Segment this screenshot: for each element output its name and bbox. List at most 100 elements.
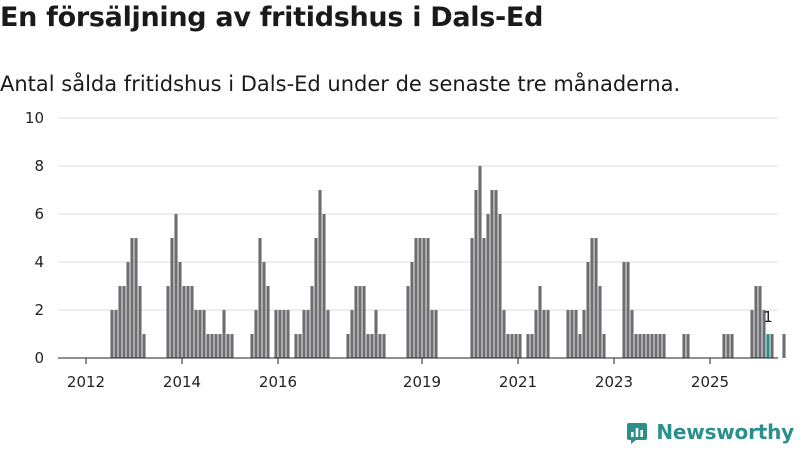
bar: [542, 310, 546, 358]
bar: [586, 262, 590, 358]
bar: [506, 334, 510, 358]
bar: [278, 310, 282, 358]
bar: [630, 310, 634, 358]
y-tick-label: 0: [34, 349, 44, 367]
bar: [122, 286, 126, 358]
bar: [374, 310, 378, 358]
bar: [662, 334, 666, 358]
bar: [138, 286, 142, 358]
bar: [502, 310, 506, 358]
brand: Newsworthy: [625, 420, 794, 444]
x-tick-label: 2021: [499, 373, 537, 391]
newsworthy-chart-icon: [627, 423, 648, 444]
bar: [130, 238, 134, 358]
bar: [510, 334, 514, 358]
bar: [214, 334, 218, 358]
bar: [170, 238, 174, 358]
bar: [638, 334, 642, 358]
bar: [526, 334, 530, 358]
bar: [314, 238, 318, 358]
bar: [358, 286, 362, 358]
bar: [478, 166, 482, 358]
bar: [194, 310, 198, 358]
bar: [598, 286, 602, 358]
bar: [686, 334, 690, 358]
bar: [498, 214, 502, 358]
bar: [254, 310, 258, 358]
bar: [594, 238, 598, 358]
bar: [582, 310, 586, 358]
bar: [750, 310, 754, 358]
bar: [754, 286, 758, 358]
bar: [414, 238, 418, 358]
bar: [682, 334, 686, 358]
bar: [626, 262, 630, 358]
bar: [258, 238, 262, 358]
bar: [134, 238, 138, 358]
bar: [142, 334, 146, 358]
bar: [262, 262, 266, 358]
bar: [514, 334, 518, 358]
y-tick-label: 2: [34, 301, 44, 319]
bar: [274, 310, 278, 358]
y-tick-label: 6: [34, 205, 44, 223]
bar: [642, 334, 646, 358]
bar: [118, 286, 122, 358]
bar: [518, 334, 522, 358]
bar: [722, 334, 726, 358]
bar: [418, 238, 422, 358]
bar: [566, 310, 570, 358]
bar: [726, 334, 730, 358]
x-tick-label: 2023: [595, 373, 633, 391]
bar: [654, 334, 658, 358]
bar: [430, 310, 434, 358]
bar: [434, 310, 438, 358]
bar: [110, 310, 114, 358]
bar: [770, 334, 774, 358]
bar: [530, 334, 534, 358]
bar: [378, 334, 382, 358]
bar: [650, 334, 654, 358]
bar: [298, 334, 302, 358]
bar: [590, 238, 594, 358]
bar: [658, 334, 662, 358]
x-tick-label: 2019: [403, 373, 441, 391]
bar: [326, 310, 330, 358]
bar: [426, 238, 430, 358]
bar: [346, 334, 350, 358]
highlighted-bar: [766, 334, 770, 358]
x-tick-label: 2014: [163, 373, 201, 391]
bar: [210, 334, 214, 358]
bar: [570, 310, 574, 358]
bar: [494, 190, 498, 358]
bar: [218, 334, 222, 358]
y-tick-label: 4: [34, 253, 44, 271]
bar: [282, 310, 286, 358]
bar: [366, 334, 370, 358]
x-tick-label: 2016: [259, 373, 297, 391]
bar: [470, 238, 474, 358]
bar: [286, 310, 290, 358]
bar: [782, 334, 786, 358]
bar: [310, 286, 314, 358]
bar: [474, 190, 478, 358]
bar: [222, 310, 226, 358]
bar: [574, 310, 578, 358]
bar: [422, 238, 426, 358]
bar: [646, 334, 650, 358]
bar: [174, 214, 178, 358]
bar: [538, 286, 542, 358]
bar: [226, 334, 230, 358]
chart-title: En försäljning av fritidshus i Dals-Ed: [0, 2, 544, 33]
bar: [182, 286, 186, 358]
bar: [362, 286, 366, 358]
bar: [634, 334, 638, 358]
y-tick-label: 10: [25, 109, 44, 127]
bar: [198, 310, 202, 358]
bar: [622, 262, 626, 358]
bar: [318, 190, 322, 358]
bar: [546, 310, 550, 358]
bar: [266, 286, 270, 358]
bar: [190, 286, 194, 358]
x-tick-label: 2025: [691, 373, 729, 391]
